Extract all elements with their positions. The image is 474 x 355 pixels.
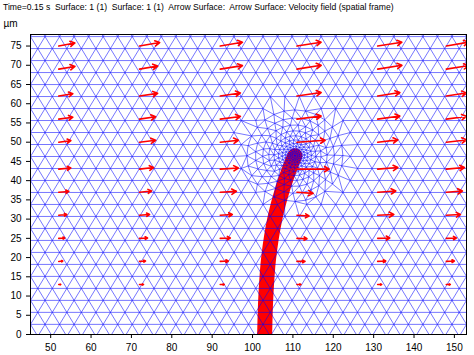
html-text:Time=0.15 s Surface: 1 (1) Sur: Time=0.15 s Surface: 1 (1) Surface: 1 (1… (3, 2, 394, 12)
svg-text:60: 60 (10, 98, 22, 109)
svg-text:5: 5 (16, 309, 22, 320)
svg-text:30: 30 (10, 213, 22, 224)
svg-text:80: 80 (166, 342, 178, 353)
svg-text:20: 20 (10, 252, 22, 263)
svg-text:130: 130 (365, 342, 382, 353)
svg-text:50: 50 (45, 342, 57, 353)
svg-text:140: 140 (406, 342, 423, 353)
svg-text:110: 110 (285, 342, 301, 353)
svg-text:50: 50 (10, 136, 22, 147)
svg-text:10: 10 (10, 290, 22, 301)
svg-text:120: 120 (325, 342, 342, 353)
svg-text:45: 45 (10, 156, 22, 167)
svg-text:70: 70 (10, 59, 22, 70)
svg-text:65: 65 (10, 79, 22, 90)
svg-text:µm: µm (4, 18, 18, 29)
svg-text:25: 25 (10, 233, 22, 244)
svg-text:100: 100 (244, 342, 261, 353)
svg-text:0: 0 (16, 329, 22, 340)
svg-text:15: 15 (10, 271, 22, 282)
svg-text:55: 55 (10, 117, 22, 128)
svg-text:150: 150 (446, 342, 463, 353)
svg-text:35: 35 (10, 194, 22, 205)
svg-text:70: 70 (126, 342, 138, 353)
svg-text:60: 60 (85, 342, 97, 353)
svg-text:90: 90 (207, 342, 219, 353)
svg-text:75: 75 (10, 40, 22, 51)
svg-text:40: 40 (10, 175, 22, 186)
